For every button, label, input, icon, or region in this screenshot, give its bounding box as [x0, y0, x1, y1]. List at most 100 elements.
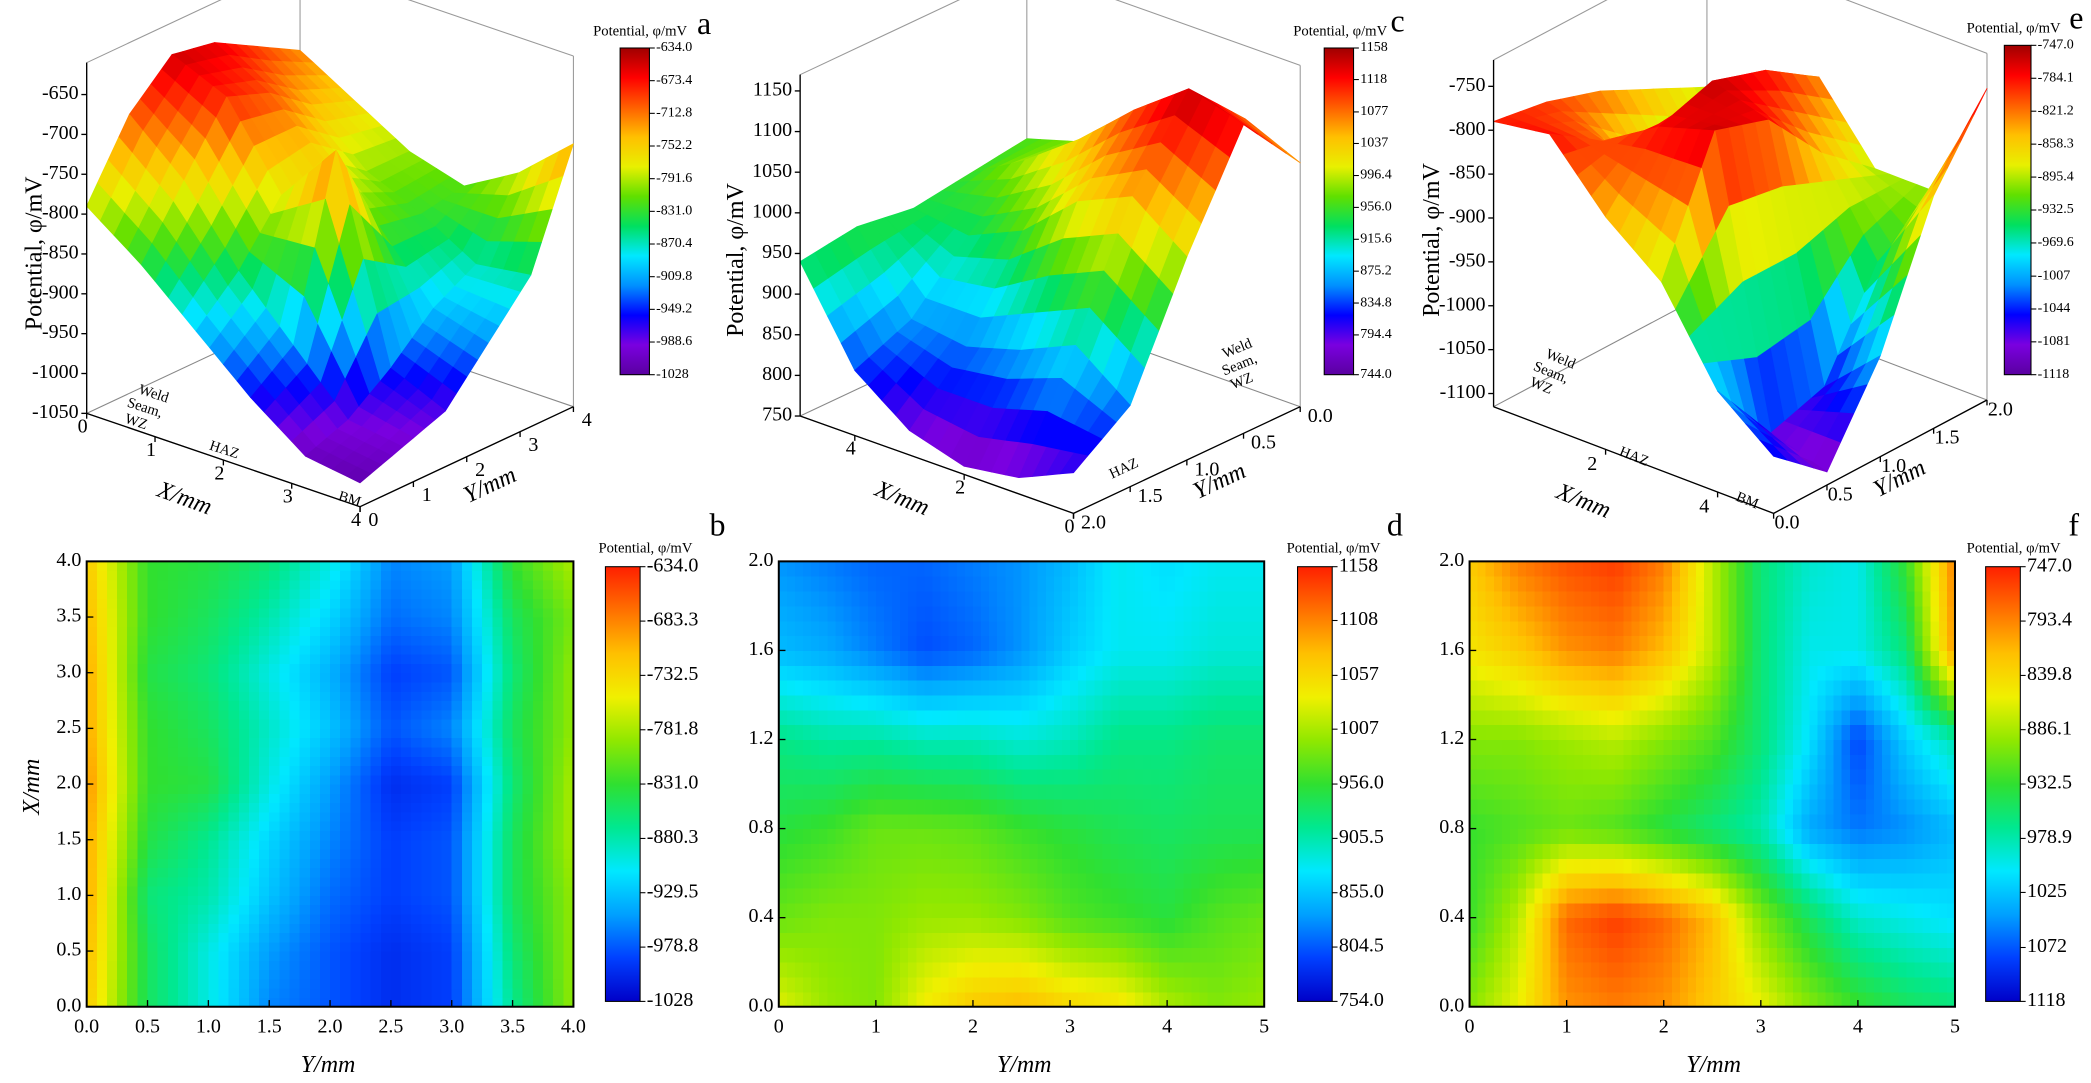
contour-cell: [1013, 843, 1023, 859]
contour-cell: [1070, 858, 1079, 874]
contour-cell: [451, 700, 463, 711]
contour-cell: [512, 598, 524, 609]
colorbar: [619, 47, 650, 376]
contour-cell: [1037, 650, 1047, 666]
contour-cell: [330, 811, 341, 822]
contour-cell: [916, 962, 925, 978]
contour-cell: [188, 579, 199, 590]
contour-cell: [482, 663, 493, 674]
contour-cell: [248, 579, 260, 590]
contour-cell: [421, 709, 432, 720]
contour-cell: [1013, 709, 1023, 726]
contour-cell: [208, 969, 220, 980]
contour-cell: [117, 579, 128, 590]
contour-cell: [472, 876, 483, 887]
contour-cell: [289, 802, 301, 813]
contour-cell: [96, 848, 108, 859]
contour-cell: [431, 589, 443, 600]
contour-cell: [803, 739, 812, 755]
contour-cell: [532, 626, 544, 637]
contour-cell: [1239, 873, 1249, 889]
contour-cell: [1183, 932, 1192, 948]
contour-cell: [875, 754, 885, 770]
contour-cell: [380, 811, 392, 822]
contour-cell: [1078, 858, 1087, 874]
contour-cell: [472, 561, 483, 572]
contour-cell: [1159, 962, 1168, 978]
contour-cell: [472, 691, 483, 702]
contour-cell: [188, 719, 199, 729]
contour-cell: [1102, 917, 1112, 934]
contour-cell: [461, 607, 473, 618]
contour-cell: [803, 873, 812, 889]
contour-cell: [279, 904, 291, 915]
contour-cell: [401, 635, 412, 646]
contour-cell: [299, 941, 311, 952]
contour-cell: [843, 813, 853, 830]
contour-cell: [1256, 977, 1265, 993]
contour-cell: [137, 969, 149, 980]
contour-cell: [563, 978, 574, 989]
contour-cell: [981, 858, 990, 874]
contour-cell: [208, 802, 220, 813]
contour-cell: [330, 886, 341, 896]
contour-cell: [279, 579, 291, 590]
contour-cell: [269, 635, 280, 646]
contour-cell: [117, 932, 128, 943]
contour-cell: [1239, 680, 1249, 696]
contour-cell: [1231, 754, 1241, 770]
contour-cell: [1150, 962, 1160, 978]
contour-cell: [380, 821, 392, 831]
contour-cell: [1061, 947, 1071, 963]
contour-cell: [778, 902, 788, 919]
contour-cell: [188, 895, 199, 906]
contour-cell: [502, 644, 514, 655]
contour-cell: [989, 576, 998, 592]
contour-cell: [1175, 947, 1184, 963]
contour-cell: [1102, 724, 1112, 741]
contour-cell: [1175, 694, 1184, 711]
z-tick-label: -800: [42, 202, 79, 224]
contour-cell: [177, 774, 189, 785]
contour-cell: [1021, 769, 1031, 785]
contour-cell: [900, 605, 909, 622]
contour-cell: [198, 969, 209, 980]
contour-cell: [127, 802, 138, 813]
contour-cell: [563, 904, 574, 915]
contour-cell: [940, 680, 950, 696]
contour-cell: [1239, 650, 1249, 666]
contour-cell: [188, 737, 199, 748]
contour-cell: [1045, 561, 1055, 577]
contour-cell: [786, 813, 796, 830]
contour-cell: [198, 654, 209, 664]
contour-cell: [319, 644, 331, 655]
contour-cell: [1070, 962, 1079, 978]
contour-cell: [208, 663, 220, 674]
contour-cell: [127, 941, 138, 952]
contour-cell: [360, 626, 372, 637]
contour-cell: [96, 728, 108, 739]
contour-cell: [370, 700, 382, 711]
contour-cell: [390, 765, 402, 776]
contour-cell: [218, 737, 230, 748]
contour-cell: [1086, 665, 1095, 681]
contour-cell: [482, 793, 493, 804]
contour-cell: [259, 765, 270, 776]
contour-cell: [492, 811, 503, 822]
contour-cell: [940, 828, 950, 844]
contour-cell: [502, 784, 514, 794]
contour-cell: [1215, 665, 1225, 681]
contour-cell: [279, 719, 291, 729]
contour-cell: [461, 941, 473, 952]
contour-cell: [461, 811, 473, 822]
contour-cell: [1134, 962, 1144, 978]
contour-cell: [778, 665, 788, 681]
colorbar-tick-label: -978.8: [647, 935, 699, 957]
contour-cell: [892, 813, 901, 830]
contour-cell: [188, 830, 199, 841]
contour-cell: [908, 635, 917, 651]
y-tick-label: 1.5: [56, 827, 81, 849]
contour-cell: [972, 724, 982, 741]
contour-cell: [431, 598, 443, 609]
contour-cell: [137, 858, 149, 869]
